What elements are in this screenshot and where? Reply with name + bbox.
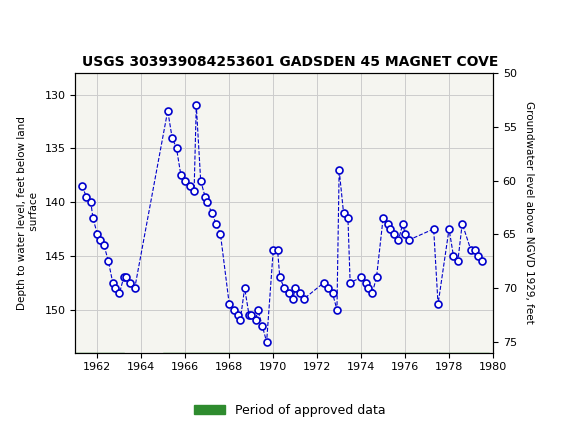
Text: USGS 303939084253601 GADSDEN 45 MAGNET COVE: USGS 303939084253601 GADSDEN 45 MAGNET C… — [82, 55, 498, 69]
Legend: Period of approved data: Period of approved data — [189, 399, 391, 422]
Text: ▃USGS: ▃USGS — [12, 16, 70, 35]
Y-axis label: Groundwater level above NGVD 1929, feet: Groundwater level above NGVD 1929, feet — [524, 101, 534, 324]
Y-axis label: Depth to water level, feet below land
 surface: Depth to water level, feet below land su… — [17, 116, 39, 310]
